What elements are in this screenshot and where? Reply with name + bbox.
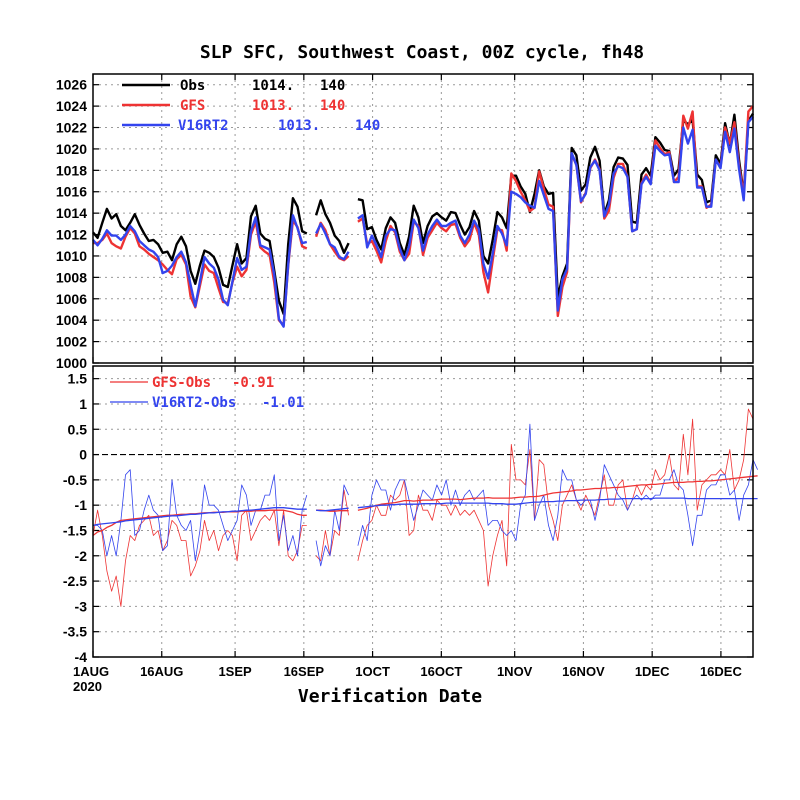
bottom-panel-frame bbox=[92, 365, 754, 658]
bottom-ytick-label-3: -2.5 bbox=[63, 573, 87, 589]
top-ytick-label-13: 1026 bbox=[56, 77, 87, 93]
bottom-panel: -4 -3.5 -3 -2.5 -2 -1.5 -1 -0.5 0 0.5 1 1.5 GFS-Obs -… bbox=[63, 365, 758, 665]
top-ytick-label-10: 1020 bbox=[56, 141, 87, 157]
top-ytick-label-2: 1004 bbox=[56, 312, 87, 328]
bottom-series-gfs-obs-line bbox=[92, 408, 754, 607]
top-legend-mean-2: 1013. bbox=[278, 118, 320, 134]
x-axis: 1AUG 16AUG 1SEP 16SEP 1OCT 16OCT 1NOV 16NOV 1DEC… bbox=[73, 664, 742, 694]
top-ytick-label-4: 1008 bbox=[56, 269, 87, 285]
bottom-legend-label-0: GFS-Obs bbox=[152, 375, 211, 391]
bottom-ytick-label-10: 1 bbox=[79, 396, 87, 412]
bottom-series-v16rt2-obs-line bbox=[93, 423, 758, 567]
x-tick-label-1: 16AUG bbox=[140, 664, 183, 679]
bottom-ytick-label-1: -3.5 bbox=[63, 624, 87, 640]
x-tick-label-0: 1AUG bbox=[73, 664, 109, 679]
chart-title: SLP SFC, Southwest Coast, 00Z cycle, fh4… bbox=[200, 42, 644, 63]
top-legend-label-1: GFS bbox=[180, 98, 205, 114]
x-tick-label-9: 16DEC bbox=[700, 664, 743, 679]
top-ytick-label-1: 1002 bbox=[56, 334, 87, 350]
top-legend-count-2: 140 bbox=[355, 118, 380, 134]
bottom-ytick-label-9: 0.5 bbox=[68, 421, 88, 437]
bottom-ytick-label-2: -3 bbox=[75, 598, 88, 614]
top-legend-label-0: Obs bbox=[180, 78, 205, 94]
x-tick-year-label: 2020 bbox=[73, 679, 102, 694]
top-ytick-label-11: 1022 bbox=[56, 120, 87, 136]
x-tick-label-2: 1SEP bbox=[218, 664, 252, 679]
bottom-ytick-label-7: -0.5 bbox=[63, 472, 87, 488]
bottom-ytick-label-8: 0 bbox=[79, 447, 87, 463]
bottom-ytick-label-4: -2 bbox=[75, 548, 88, 564]
bottom-legend-mean-1: -1.01 bbox=[262, 395, 304, 411]
bottom-series-v16rt2-obs-running-mean-line bbox=[92, 497, 758, 527]
top-ytick-label-0: 1000 bbox=[56, 355, 87, 371]
top-ytick-label-8: 1016 bbox=[56, 184, 87, 200]
top-ytick-label-6: 1012 bbox=[56, 227, 87, 243]
top-panel-frame bbox=[92, 73, 754, 364]
bottom-legend-label-1: V16RT2-Obs bbox=[152, 395, 236, 411]
x-tick-label-4: 1OCT bbox=[355, 664, 390, 679]
bottom-ytick-label-5: -1.5 bbox=[63, 522, 87, 538]
x-tick-label-5: 16OCT bbox=[420, 664, 462, 679]
top-ytick-label-5: 1010 bbox=[56, 248, 87, 264]
top-ytick-label-9: 1018 bbox=[56, 162, 87, 178]
top-legend-mean-1: 1013. bbox=[252, 98, 294, 114]
x-tick-label-7: 16NOV bbox=[562, 664, 605, 679]
top-ytick-label-12: 1024 bbox=[56, 98, 87, 114]
top-ytick-label-3: 1006 bbox=[56, 291, 87, 307]
top-legend-count-1: 140 bbox=[320, 98, 345, 114]
top-ytick-label-7: 1014 bbox=[56, 205, 87, 221]
top-legend-count-0: 140 bbox=[320, 78, 345, 94]
x-tick-label-3: 16SEP bbox=[284, 664, 325, 679]
top-series-v16rt2-line bbox=[92, 116, 754, 328]
bottom-ytick-label-6: -1 bbox=[75, 497, 88, 513]
top-legend-mean-0: 1014. bbox=[252, 78, 294, 94]
bottom-legend-mean-0: -0.91 bbox=[232, 375, 274, 391]
top-legend-label-2: V16RT2 bbox=[178, 118, 229, 134]
x-tick-label-8: 1DEC bbox=[635, 664, 670, 679]
top-panel: 1000 1002 1004 1006 1008 1010 1012 1014 1016 1018… bbox=[56, 73, 755, 371]
x-axis-label: Verification Date bbox=[298, 686, 482, 707]
bottom-ytick-label-11: 1.5 bbox=[68, 371, 88, 387]
x-tick-label-6: 1NOV bbox=[497, 664, 533, 679]
bottom-ytick-label-0: -4 bbox=[75, 649, 88, 665]
